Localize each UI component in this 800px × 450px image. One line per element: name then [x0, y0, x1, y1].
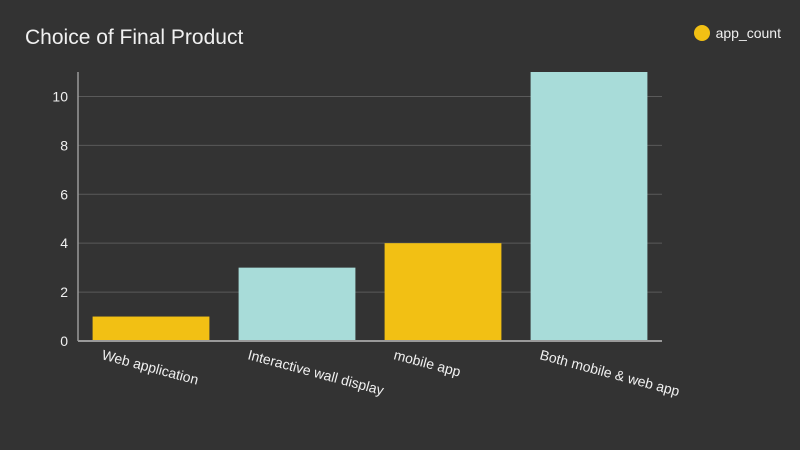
legend[interactable]: app_count [693, 25, 781, 41]
y-tick-label: 0 [60, 333, 68, 349]
y-tick-label: 8 [60, 137, 68, 153]
bar-3 [530, 72, 648, 341]
y-tick-label: 4 [60, 235, 68, 251]
chart-title: Choice of Final Product [25, 26, 244, 49]
y-tick-label: 2 [60, 284, 68, 300]
y-tick-label: 6 [60, 186, 68, 202]
bar-0 [92, 316, 210, 341]
x-tick-label: Interactive wall display [246, 346, 385, 398]
x-tick-label: Both mobile & web app [538, 346, 681, 399]
legend-label-app-count: app_count [715, 25, 781, 41]
bar-2 [384, 243, 502, 341]
y-tick-label: 10 [52, 88, 68, 104]
bar-1 [238, 267, 356, 341]
x-tick-label: mobile app [392, 346, 463, 379]
x-tick-label: Web application [100, 346, 200, 387]
legend-swatch-app-count [693, 25, 710, 41]
